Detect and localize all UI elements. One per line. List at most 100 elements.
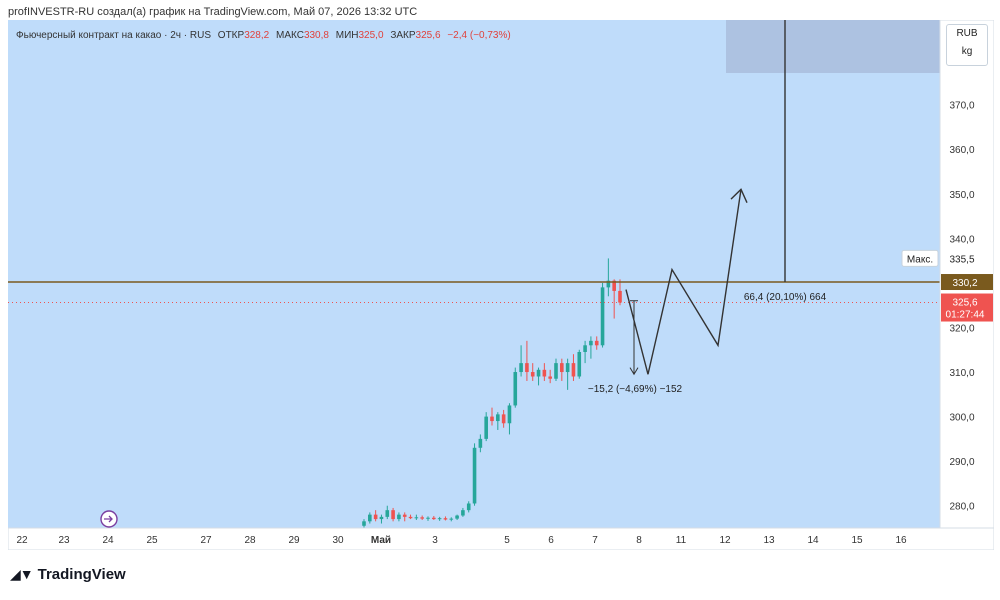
candle-body xyxy=(478,438,483,448)
x-tick-label: 22 xyxy=(16,535,28,546)
candle-body xyxy=(519,363,523,373)
candle-body xyxy=(577,351,582,377)
measure-down-arrow xyxy=(629,367,639,376)
candle-body xyxy=(501,414,506,424)
brand-name: TradingView xyxy=(37,566,126,583)
price-chart[interactable]: −15,2 (−4,69%) −152 66,4 (20,10%) 664 280… xyxy=(8,20,994,550)
candle-body xyxy=(437,518,442,520)
x-tick-label: Май xyxy=(371,535,391,546)
candle-body xyxy=(461,510,465,516)
x-tick-label: 5 xyxy=(504,535,510,546)
x-tick-label: 27 xyxy=(200,535,212,546)
close-value: 325,6 xyxy=(415,30,441,41)
candle-body xyxy=(612,280,616,291)
candle-body xyxy=(600,287,605,346)
x-tick-label: 25 xyxy=(146,535,158,546)
candle-body xyxy=(525,363,529,373)
x-tick-label: 14 xyxy=(807,535,819,546)
attribution-text: profINVESTR-RU создал(а) график на Tradi… xyxy=(8,6,418,18)
last-price-label: 325,6 xyxy=(952,298,977,309)
candle-body xyxy=(606,280,611,288)
low-value: 325,0 xyxy=(358,30,384,41)
open-label: ОТКР xyxy=(217,30,245,41)
projection-path[interactable] xyxy=(625,189,742,375)
time-axis[interactable] xyxy=(8,527,994,550)
y-tick-label: 370,0 xyxy=(949,101,974,112)
candle-body xyxy=(542,369,547,377)
candle-body xyxy=(472,447,477,504)
level-price-box xyxy=(941,274,993,291)
measure-up-label: 66,4 (20,10%) 664 xyxy=(744,292,827,303)
candle-body xyxy=(391,510,395,520)
level-price-label: 330,2 xyxy=(952,278,977,289)
arrow-right-icon xyxy=(104,515,113,523)
countdown-label: 01:27:44 xyxy=(946,310,985,321)
target-zone[interactable] xyxy=(726,20,940,73)
tradingview-logo[interactable]: ◢▼ TradingView xyxy=(10,566,126,583)
max-label-box xyxy=(901,249,939,267)
max-value: 335,5 xyxy=(949,254,974,265)
open-value: 328,2 xyxy=(244,30,270,41)
candle-body xyxy=(484,416,488,439)
y-tick-label: 340,0 xyxy=(949,234,974,245)
change-value: −2,4 (−0,73%) xyxy=(447,30,511,41)
x-tick-label: 16 xyxy=(895,535,907,546)
candle-body xyxy=(560,363,564,373)
candle-body xyxy=(490,416,494,422)
chart-area[interactable]: Фьючерсный контракт на какао · 2ч · RUS … xyxy=(8,20,994,550)
y-tick-label: 320,0 xyxy=(949,323,974,334)
candle-body xyxy=(496,414,500,422)
x-tick-label: 29 xyxy=(288,535,300,546)
candle-body xyxy=(408,516,413,519)
tradingview-logo-icon: ◢▼ xyxy=(10,566,34,582)
candle-body xyxy=(432,517,436,520)
x-tick-label: 13 xyxy=(763,535,775,546)
candle-body xyxy=(397,514,401,520)
candle-body xyxy=(466,503,471,511)
instrument-title: Фьючерсный контракт на какао · 2ч · RUS xyxy=(16,30,212,41)
high-label: МАКС xyxy=(276,30,304,41)
candle-body xyxy=(548,376,552,379)
candle-body xyxy=(414,517,419,519)
y-tick-label: 350,0 xyxy=(949,190,974,201)
x-tick-label: 30 xyxy=(332,535,344,546)
candle-body xyxy=(420,517,424,519)
candle-body xyxy=(402,514,407,517)
candle-body xyxy=(385,510,390,517)
y-tick-label: 290,0 xyxy=(949,457,974,468)
candle-body xyxy=(443,518,448,520)
low-label: МИН xyxy=(335,30,359,41)
measure-down-label: −15,2 (−4,69%) −152 xyxy=(588,384,683,395)
candle-body xyxy=(368,514,372,522)
x-tick-label: 8 xyxy=(636,535,642,546)
x-tick-label: 24 xyxy=(102,535,114,546)
candle-body xyxy=(426,517,430,519)
candle-body xyxy=(554,363,558,379)
chart-legend: Фьючерсный контракт на какао · 2ч · RUS … xyxy=(16,30,511,41)
x-tick-label: 3 xyxy=(432,535,438,546)
candle-body xyxy=(583,345,587,352)
x-tick-label: 23 xyxy=(58,535,70,546)
candle-body xyxy=(449,518,454,520)
high-value: 330,8 xyxy=(303,30,329,41)
currency-label: RUB xyxy=(956,28,978,39)
candle-body xyxy=(507,405,512,424)
projection-arrowhead xyxy=(730,188,748,203)
unit-label: kg xyxy=(961,46,973,57)
y-tick-label: 300,0 xyxy=(949,413,974,424)
candle-body xyxy=(565,363,570,373)
y-tick-label: 280,0 xyxy=(949,502,974,513)
candle-body xyxy=(362,521,366,526)
x-tick-label: 11 xyxy=(676,535,687,546)
candle-body xyxy=(594,340,599,346)
candle-body xyxy=(455,515,459,519)
y-tick-label: 310,0 xyxy=(949,368,974,379)
x-tick-label: 15 xyxy=(851,535,863,546)
candle-body xyxy=(536,369,541,377)
last-price-box xyxy=(941,293,993,322)
close-label: ЗАКР xyxy=(390,30,416,41)
unit-selector[interactable]: RUB kg xyxy=(946,24,988,66)
candle-body xyxy=(513,372,518,406)
x-tick-label: 6 xyxy=(548,535,554,546)
candle-body xyxy=(530,372,535,377)
